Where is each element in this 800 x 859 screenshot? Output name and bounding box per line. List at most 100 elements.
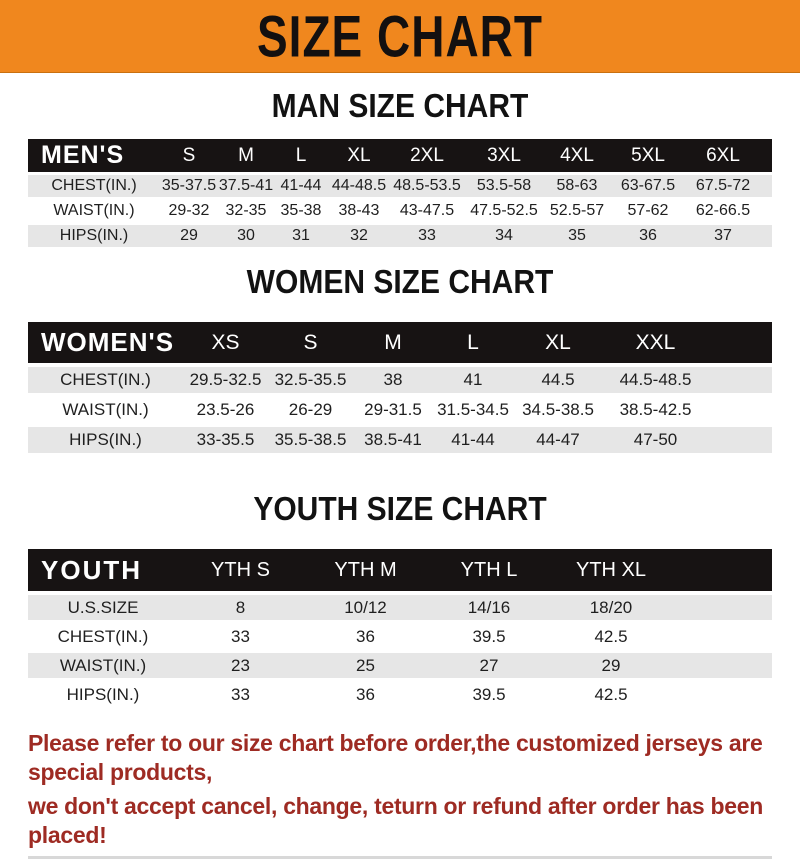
size-cell: 62-66.5 — [686, 200, 760, 222]
size-cell: 47.5-52.5 — [464, 200, 544, 222]
row-label: CHEST(IN.) — [28, 367, 183, 393]
size-cell: 10/12 — [303, 595, 428, 620]
size-column-header — [760, 139, 772, 172]
size-cell: 33-35.5 — [183, 427, 268, 453]
men-group-label: MEN'S — [28, 139, 160, 172]
table-row: CHEST(IN.) 33 36 39.5 42.5 — [28, 624, 772, 649]
size-cell: 38.5-42.5 — [603, 397, 708, 423]
size-column-header — [708, 322, 772, 363]
size-column-header: YTH XL — [550, 549, 672, 591]
youth-header-row: YOUTH YTH S YTH M YTH L YTH XL — [28, 549, 772, 591]
men-section-heading: MAN SIZE CHART — [271, 87, 529, 125]
size-cell: 29.5-32.5 — [183, 367, 268, 393]
size-cell: 8 — [178, 595, 303, 620]
size-cell: 38-43 — [328, 200, 390, 222]
size-column-header: YTH L — [428, 549, 550, 591]
size-column-header: XS — [183, 322, 268, 363]
size-cell: 43-47.5 — [390, 200, 464, 222]
disclaimer-line-1: Please refer to our size chart before or… — [28, 730, 763, 785]
table-row: U.S.SIZE 8 10/12 14/16 18/20 — [28, 595, 772, 620]
size-cell: 41 — [433, 367, 513, 393]
size-column-header: 5XL — [610, 139, 686, 172]
size-cell: 32 — [328, 225, 390, 247]
size-cell: 30 — [218, 225, 274, 247]
size-cell: 35.5-38.5 — [268, 427, 353, 453]
size-cell: 34 — [464, 225, 544, 247]
table-row: WAIST(IN.) 23 25 27 29 — [28, 653, 772, 678]
table-row: HIPS(IN.) 33 36 39.5 42.5 — [28, 682, 772, 707]
size-cell — [760, 200, 772, 222]
disclaimer-note: Please refer to our size chart before or… — [28, 729, 772, 859]
size-cell: 58-63 — [544, 175, 610, 197]
size-cell: 38.5-41 — [353, 427, 433, 453]
size-column-header: M — [353, 322, 433, 363]
size-column-header: XL — [513, 322, 603, 363]
size-cell: 37.5-41 — [218, 175, 274, 197]
table-row: CHEST(IN.) 35-37.5 37.5-41 41-44 44-48.5 48.5… — [28, 175, 772, 197]
size-cell — [708, 367, 772, 393]
men-size-section: MAN SIZE CHART MEN'S S M L XL 2XL 3XL 4XL 5XL 6XL… — [0, 87, 800, 250]
size-cell: 48.5-53.5 — [390, 175, 464, 197]
table-row: WAIST(IN.) 23.5-26 26-29 29-31.5 31.5-34.5 34… — [28, 397, 772, 423]
youth-group-label: YOUTH — [28, 549, 178, 591]
size-cell — [708, 427, 772, 453]
size-cell: 34.5-38.5 — [513, 397, 603, 423]
size-cell: 23.5-26 — [183, 397, 268, 423]
women-section-heading: WOMEN SIZE CHART — [246, 263, 554, 301]
youth-size-table: YOUTH YTH S YTH M YTH L YTH XL U.S.SIZE 8 10/12… — [28, 545, 772, 711]
size-column-header: L — [274, 139, 328, 172]
row-label: HIPS(IN.) — [28, 682, 178, 707]
size-cell: 63-67.5 — [610, 175, 686, 197]
women-group-label: WOMEN'S — [28, 322, 183, 363]
size-column-header: 2XL — [390, 139, 464, 172]
size-cell: 44-47 — [513, 427, 603, 453]
size-cell — [760, 175, 772, 197]
size-cell — [672, 595, 772, 620]
youth-section-heading: YOUTH SIZE CHART — [253, 490, 547, 528]
table-row: WAIST(IN.) 29-32 32-35 35-38 38-43 43-47.5 47.… — [28, 200, 772, 222]
size-cell: 29-31.5 — [353, 397, 433, 423]
size-cell: 33 — [390, 225, 464, 247]
row-label: CHEST(IN.) — [28, 624, 178, 649]
page-title: SIZE CHART — [257, 2, 543, 70]
size-cell: 47-50 — [603, 427, 708, 453]
size-column-header: S — [268, 322, 353, 363]
size-cell: 37 — [686, 225, 760, 247]
size-cell — [672, 682, 772, 707]
size-cell: 33 — [178, 682, 303, 707]
size-cell: 44.5-48.5 — [603, 367, 708, 393]
size-cell: 36 — [303, 624, 428, 649]
size-cell: 35-37.5 — [160, 175, 218, 197]
size-column-header: 3XL — [464, 139, 544, 172]
size-cell: 44.5 — [513, 367, 603, 393]
size-cell: 29 — [160, 225, 218, 247]
size-cell: 32.5-35.5 — [268, 367, 353, 393]
size-cell: 67.5-72 — [686, 175, 760, 197]
size-cell: 27 — [428, 653, 550, 678]
table-row: HIPS(IN.) 29 30 31 32 33 34 35 36 37 — [28, 225, 772, 247]
size-column-header: YTH S — [178, 549, 303, 591]
row-label: CHEST(IN.) — [28, 175, 160, 197]
table-row: HIPS(IN.) 33-35.5 35.5-38.5 38.5-41 41-44 44-… — [28, 427, 772, 453]
disclaimer-line-2: we don't accept cancel, change, teturn o… — [28, 793, 763, 848]
size-cell: 41-44 — [433, 427, 513, 453]
size-cell: 35-38 — [274, 200, 328, 222]
size-column-header: M — [218, 139, 274, 172]
size-cell: 39.5 — [428, 624, 550, 649]
size-cell: 23 — [178, 653, 303, 678]
size-column-header — [672, 549, 772, 591]
size-cell: 44-48.5 — [328, 175, 390, 197]
men-header-row: MEN'S S M L XL 2XL 3XL 4XL 5XL 6XL — [28, 139, 772, 172]
size-cell — [708, 397, 772, 423]
row-label: WAIST(IN.) — [28, 653, 178, 678]
size-cell: 31.5-34.5 — [433, 397, 513, 423]
size-cell: 39.5 — [428, 682, 550, 707]
size-cell: 32-35 — [218, 200, 274, 222]
size-cell: 29-32 — [160, 200, 218, 222]
men-size-table: MEN'S S M L XL 2XL 3XL 4XL 5XL 6XL CHEST(IN.) 35-37… — [28, 136, 772, 250]
women-header-row: WOMEN'S XS S M L XL XXL — [28, 322, 772, 363]
size-cell: 18/20 — [550, 595, 672, 620]
size-column-header: XXL — [603, 322, 708, 363]
size-cell — [672, 624, 772, 649]
